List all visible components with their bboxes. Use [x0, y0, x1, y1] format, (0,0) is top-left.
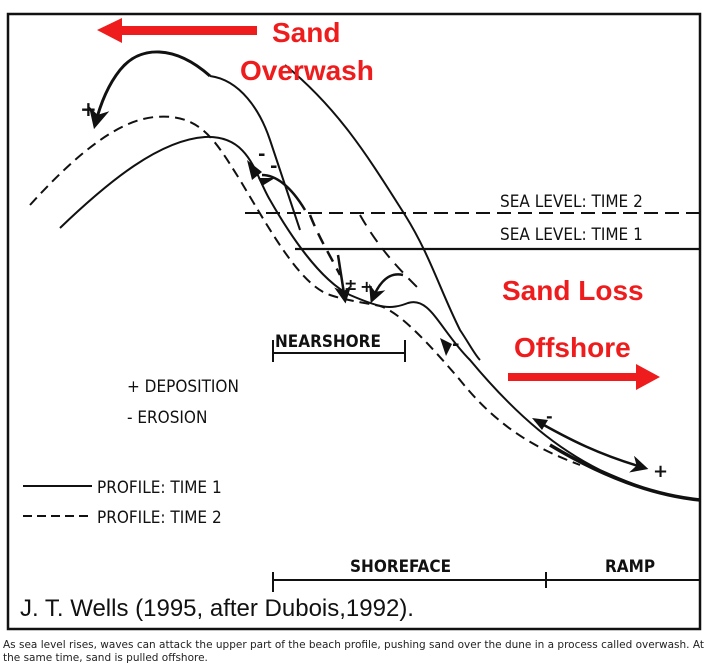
ramp-transport-arrow — [534, 418, 649, 473]
erosion-arrowhead-1 — [247, 160, 262, 180]
ramp-erosion-arrowhead — [532, 418, 548, 430]
overwash-arc-top — [209, 75, 301, 231]
shoreface-erosion-arrowhead — [440, 338, 452, 356]
erosion-arrow-upper — [261, 173, 307, 211]
overwash-arc — [284, 64, 481, 361]
ramp-deposition-mark: + — [653, 461, 668, 482]
legend-deposition: + DEPOSITION — [127, 377, 239, 397]
legend-profile-time2: PROFILE: TIME 2 — [97, 508, 222, 528]
nearshore-arrow-left — [334, 254, 352, 304]
legend-profile-time1: PROFILE: TIME 1 — [97, 478, 222, 498]
profile-time2-curve — [29, 115, 581, 466]
sand-loss-label-line2: Offshore — [514, 332, 631, 363]
shoreface-erosion-mark: - — [452, 334, 459, 355]
overwash-red-arrow — [97, 18, 257, 43]
upper-dashed-arc — [359, 214, 421, 291]
nearshore-mark-1: ± — [344, 275, 357, 294]
citation: J. T. Wells (1995, after Dubois,1992). — [20, 595, 414, 622]
overwash-label-line1: Sand — [272, 17, 340, 48]
ramp-label: RAMP — [605, 557, 655, 577]
sea-level-time2-label: SEA LEVEL: TIME 2 — [500, 192, 643, 212]
erosion-mark-2: - — [270, 156, 277, 177]
ramp-erosion-mark: - — [546, 407, 553, 426]
erosion-arrowhead-2 — [258, 178, 275, 186]
nearshore-arrow-right — [369, 273, 404, 304]
sea-level-time1-label: SEA LEVEL: TIME 1 — [500, 225, 643, 245]
ramp-thick-profile — [549, 443, 701, 502]
diagram-frame — [6, 12, 702, 631]
legend-erosion: - EROSION — [127, 408, 207, 428]
offshore-red-arrow — [508, 364, 660, 390]
erosion-mark-1: - — [258, 144, 265, 165]
overwash-label-line2: Overwash — [240, 55, 374, 86]
overwash-arrow-arc — [88, 50, 211, 130]
shoreface-label: SHOREFACE — [350, 557, 451, 577]
sand-loss-label-line1: Sand Loss — [502, 275, 644, 306]
beach-profile-diagram: SEA LEVEL: TIME 2 SEA LEVEL: TIME 1 - - … — [6, 12, 702, 631]
figure-caption: As sea level rises, waves can attack the… — [3, 639, 704, 664]
nearshore-label: NEARSHORE — [275, 332, 381, 352]
offshore-dashed-arc — [308, 214, 342, 276]
overwash-deposition-mark: + — [80, 97, 97, 121]
nearshore-mark-2: + — [360, 277, 373, 296]
